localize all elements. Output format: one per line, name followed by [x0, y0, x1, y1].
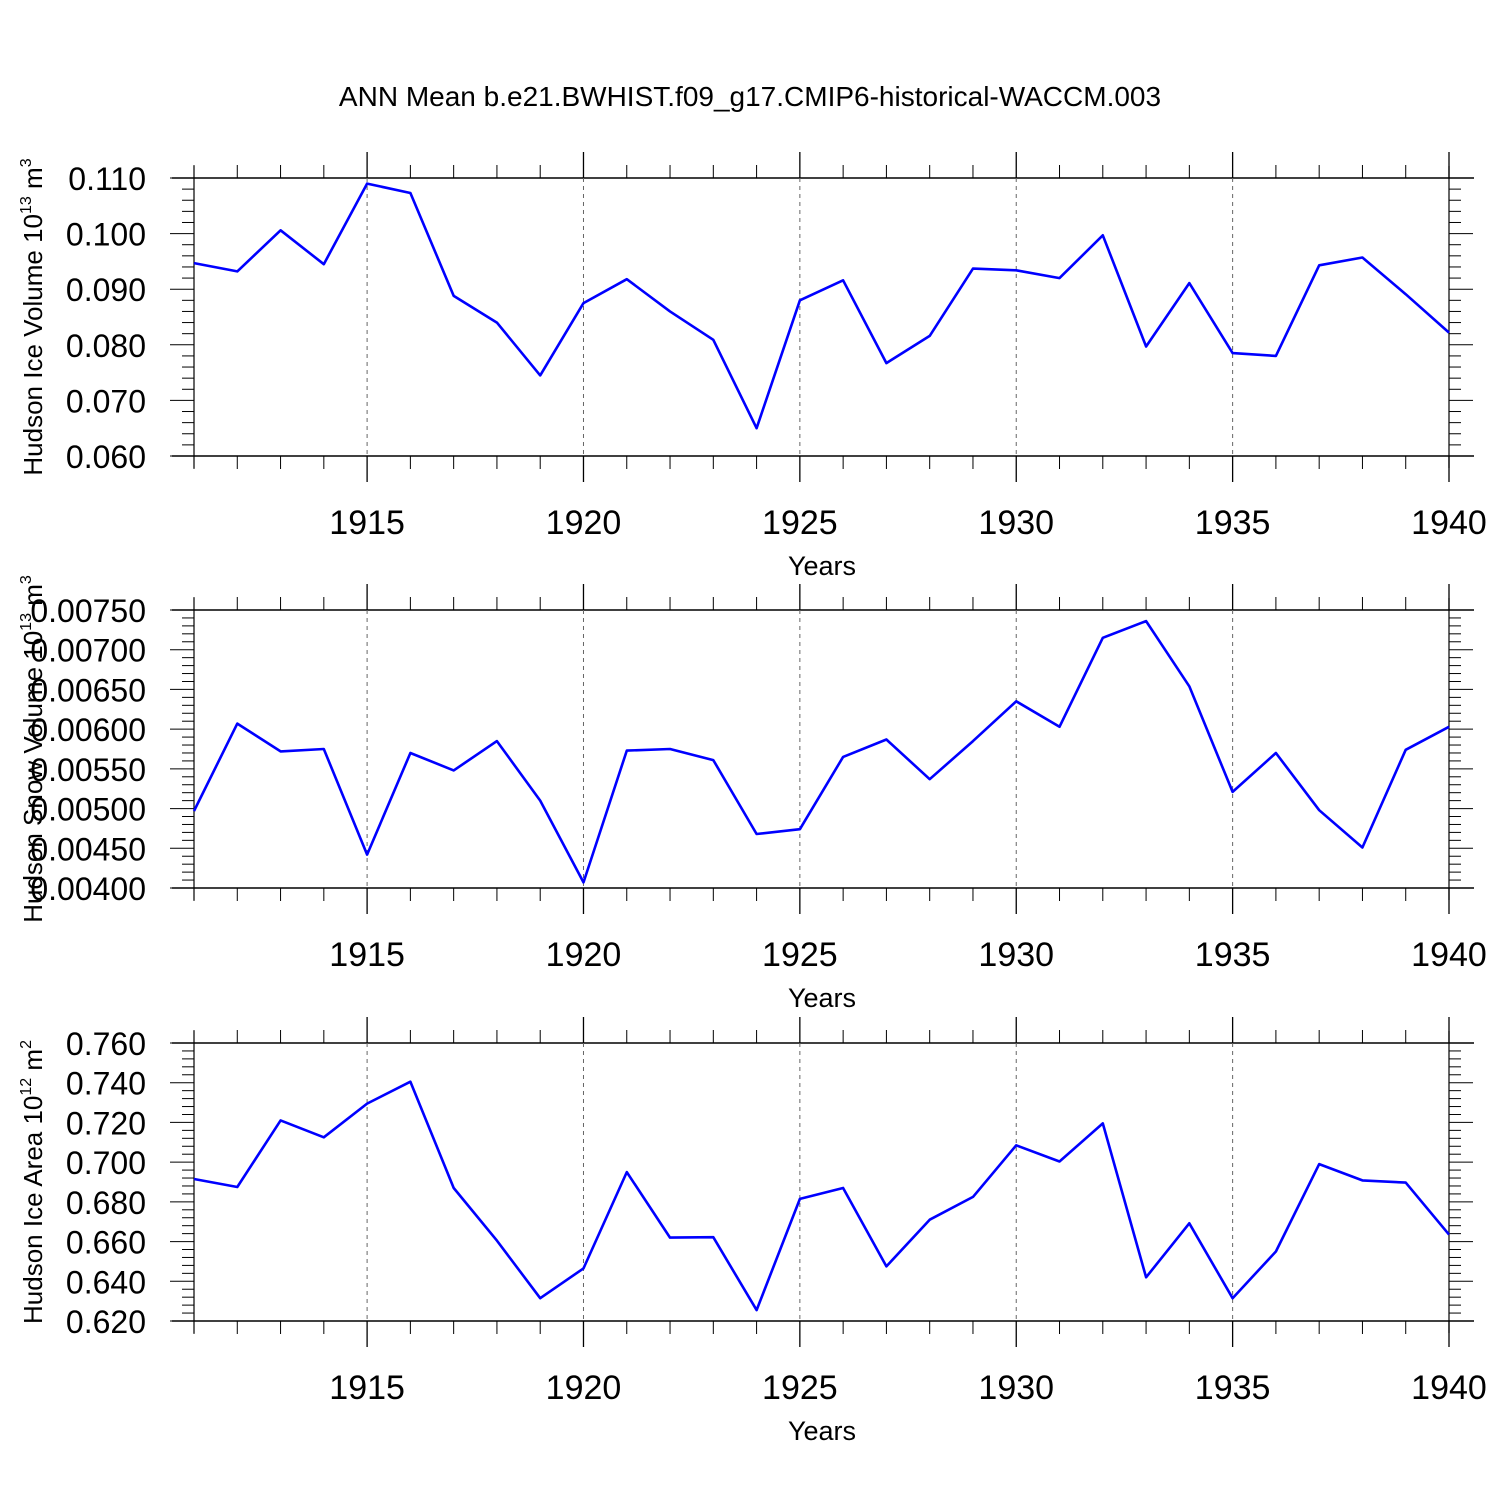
x-tick-label: 1940: [1411, 936, 1487, 974]
x-axis-label: Years: [788, 1416, 856, 1446]
y-tick-label: 0.720: [66, 1105, 146, 1141]
y-axis-label: Hudson Snow Volume 1013 m3: [18, 575, 48, 923]
y-tick-label: 0.00700: [30, 633, 146, 669]
x-tick-label: 1920: [546, 936, 622, 974]
x-tick-label: 1935: [1195, 936, 1271, 974]
x-axis-label: Years: [788, 551, 856, 581]
chart-panel-3: 1915 1920 1925 1930 1935 1940Years0.6200.6400…: [18, 1017, 1487, 1446]
y-tick-label: 0.070: [66, 383, 146, 419]
x-tick-label: 1915: [329, 504, 405, 542]
y-tick-label: 0.760: [66, 1026, 146, 1062]
y-tick-label: 0.00750: [30, 593, 146, 629]
y-tick-label: 0.080: [66, 328, 146, 364]
y-tick-label: 0.00550: [30, 752, 146, 788]
y-tick-label: 0.00450: [30, 831, 146, 867]
chart-panel-1: 1915 1920 1925 1930 1935 1940 Years 0.060 0.070 0…: [18, 152, 1487, 581]
y-axis-label: Hudson Ice Area 1012 m2: [18, 1040, 48, 1324]
x-tick-label: 1940: [1411, 1369, 1487, 1407]
y-tick-label: 0.640: [66, 1264, 146, 1300]
y-tick-label: 0.740: [66, 1066, 146, 1102]
x-tick-label: 1930: [978, 504, 1054, 542]
y-tick-label: 0.00650: [30, 672, 146, 708]
x-tick-label: 1915: [329, 936, 405, 974]
y-tick-label: 0.680: [66, 1185, 146, 1221]
x-tick-label: 1930: [978, 936, 1054, 974]
chart-panel-2: 1915 1920 1925 1930 1935 1940 Years 0.00400 0.00…: [18, 575, 1487, 1013]
y-axis-label: Hudson Ice Volume 1013 m3: [18, 158, 48, 475]
x-axis-label: Years: [788, 983, 856, 1013]
y-tick-label: 0.660: [66, 1225, 146, 1261]
x-tick-label: 1925: [762, 936, 838, 974]
x-tick-label: 1940: [1411, 504, 1487, 542]
series-line: [193, 182, 1450, 430]
y-tick-label: 0.620: [66, 1304, 146, 1340]
series-line: [193, 1080, 1450, 1312]
y-tick-label: 0.00600: [30, 712, 146, 748]
x-tick-label: 1915: [329, 1369, 405, 1407]
x-tick-label: 1935: [1195, 504, 1271, 542]
y-tick-label: 0.700: [66, 1145, 146, 1181]
x-tick-label: 1925: [762, 504, 838, 542]
x-tick-label: 1930: [978, 1369, 1054, 1407]
chart-title: ANN Mean b.e21.BWHIST.f09_g17.CMIP6-hist…: [339, 81, 1161, 112]
series-line: [192, 619, 1450, 884]
y-tick-label: 0.090: [66, 272, 146, 308]
y-tick-label: 0.100: [66, 217, 146, 253]
x-tick-label: 1920: [546, 1369, 622, 1407]
y-tick-label: 0.00400: [30, 871, 146, 907]
y-tick-label: 0.110: [68, 161, 146, 197]
x-tick-label: 1920: [546, 504, 622, 542]
x-tick-label: 1935: [1195, 1369, 1271, 1407]
x-tick-label: 1925: [762, 1369, 838, 1407]
y-tick-label: 0.060: [66, 439, 146, 475]
y-tick-label: 0.00500: [30, 792, 146, 828]
